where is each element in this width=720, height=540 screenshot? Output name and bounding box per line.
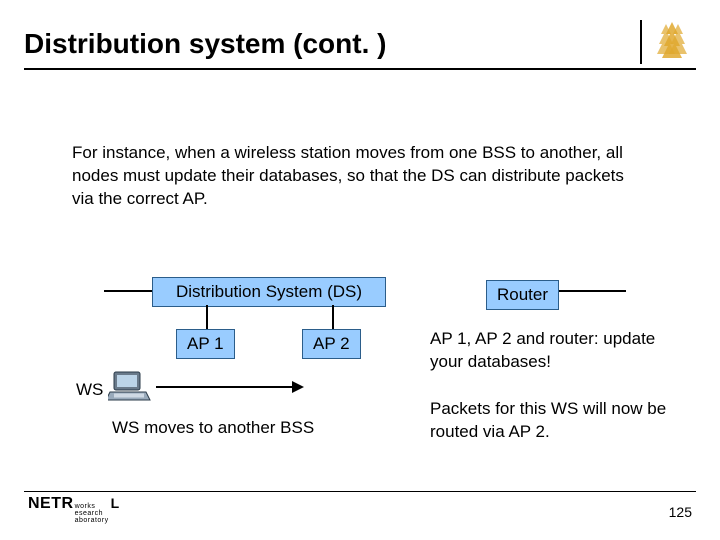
bus-line-left [104,290,152,292]
side-text-2: Packets for this WS will now be routed v… [430,398,670,444]
ds-box: Distribution System (DS) [152,277,386,307]
footer-logo-sub: works esearch aboratory [75,503,109,524]
ap2-box: AP 2 [302,329,361,359]
title-bar: Distribution system (cont. ) [24,18,696,70]
laptop-icon [108,370,152,404]
tree-logo-icon [652,20,692,60]
horizontal-rule-top [24,68,696,70]
horizontal-rule-bottom [24,491,696,492]
footer-logo-L: L [111,495,120,511]
footer-logo: NETR works esearch aboratory L [28,495,120,524]
diagram-area: Distribution System (DS) AP 1 AP 2 Route… [0,250,720,470]
ws-move-arrow-line [156,386,294,388]
title-separator-vline [640,20,642,64]
body-paragraph: For instance, when a wireless station mo… [72,142,648,211]
bus-line-right [558,290,626,292]
ws-move-caption: WS moves to another BSS [112,418,314,438]
footer-logo-main: NETR [28,495,74,513]
router-box: Router [486,280,559,310]
side-text-1: AP 1, AP 2 and router: update your datab… [430,328,670,374]
ap1-box: AP 1 [176,329,235,359]
page-number: 125 [669,504,692,520]
ws-label: WS [76,380,103,400]
ws-move-arrow-head [292,381,304,393]
connector-ds-ap2 [332,305,334,329]
slide-title: Distribution system (cont. ) [24,28,386,60]
connector-ds-ap1 [206,305,208,329]
